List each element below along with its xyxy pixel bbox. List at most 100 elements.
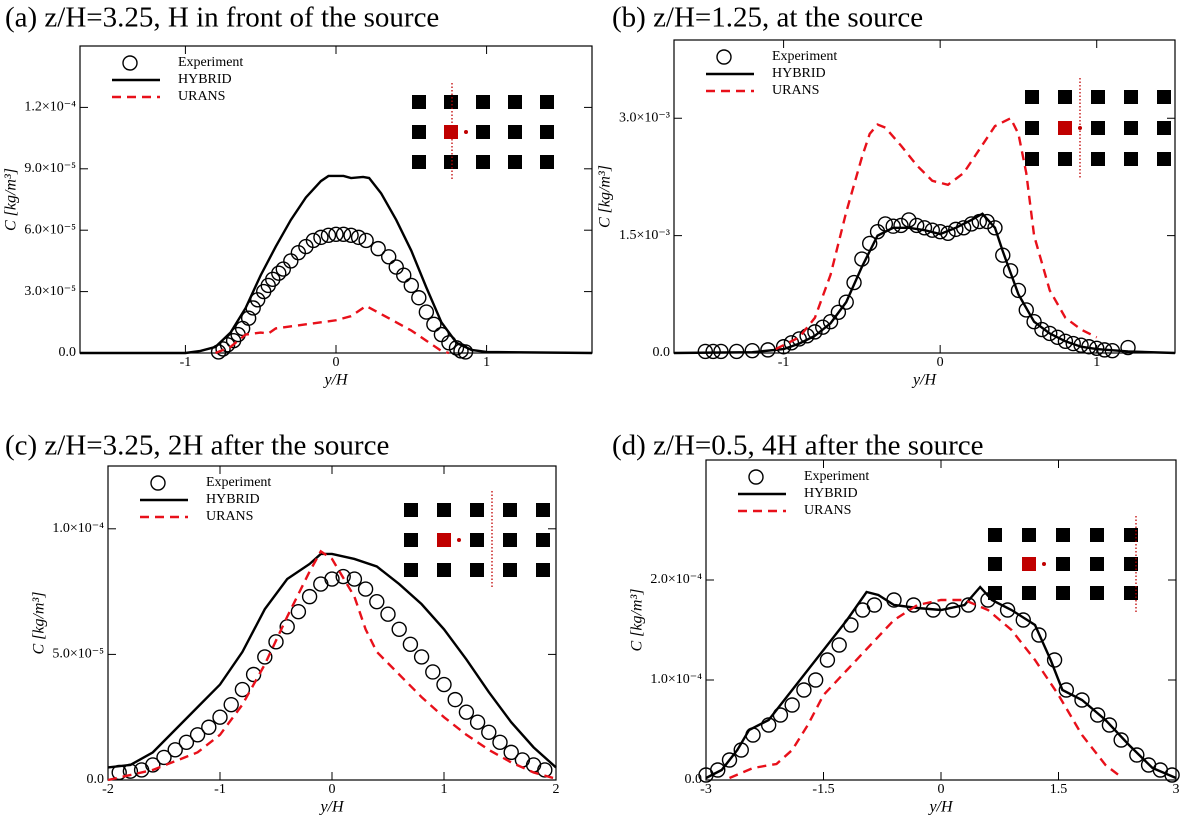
block xyxy=(1090,528,1104,542)
data-point xyxy=(418,304,435,320)
y-axis-label: C [kg/m³] xyxy=(31,591,48,654)
legend-marker xyxy=(748,469,764,485)
data-point xyxy=(156,749,172,766)
block xyxy=(503,563,517,577)
y-tick-label: 9.0×10⁻⁵ xyxy=(24,161,76,176)
block xyxy=(1025,90,1039,104)
block xyxy=(988,557,1002,571)
data-point xyxy=(815,319,831,335)
legend-marker xyxy=(716,49,732,65)
data-point xyxy=(457,344,474,360)
data-point xyxy=(1101,717,1118,733)
block xyxy=(1124,586,1138,600)
block xyxy=(412,125,426,139)
data-point xyxy=(1034,321,1050,338)
data-point xyxy=(234,681,251,698)
block xyxy=(470,533,484,547)
x-axis-label: y/H xyxy=(911,372,938,389)
x-tick-label: 2 xyxy=(553,782,560,797)
legend-label: HYBRID xyxy=(804,486,858,501)
data-point xyxy=(388,259,404,275)
block xyxy=(476,95,490,109)
x-tick-label: 1.5 xyxy=(1050,782,1068,797)
block xyxy=(1124,557,1138,571)
block xyxy=(1091,90,1105,104)
y-tick-label: 2.0×10⁻⁴ xyxy=(650,572,702,587)
panel: (a) z/H=3.25, H in front of the source -1… xyxy=(3,2,593,389)
y-tick-label: 1.0×10⁻⁴ xyxy=(52,521,104,536)
block xyxy=(1025,152,1039,166)
block xyxy=(412,155,426,169)
data-point xyxy=(283,253,299,269)
x-tick-label: 0 xyxy=(938,782,945,797)
data-point xyxy=(201,719,217,735)
data-point xyxy=(1089,707,1106,723)
data-point xyxy=(999,602,1016,618)
data-point xyxy=(469,714,486,730)
data-point xyxy=(425,664,441,680)
data-point xyxy=(320,227,337,244)
data-point xyxy=(411,290,427,306)
block xyxy=(1025,121,1039,135)
data-point xyxy=(343,227,359,244)
data-point xyxy=(1058,682,1075,698)
series-line xyxy=(673,212,1176,355)
data-point xyxy=(350,229,367,246)
block xyxy=(437,563,451,577)
data-point xyxy=(212,709,228,725)
block xyxy=(1124,152,1138,166)
x-tick-label: 1 xyxy=(441,782,448,797)
data-point xyxy=(324,571,340,587)
x-tick-label: -1 xyxy=(778,355,790,370)
data-point xyxy=(240,310,257,326)
data-point xyxy=(866,597,883,613)
data-point xyxy=(265,271,281,288)
data-point xyxy=(1018,302,1034,318)
block xyxy=(508,125,522,139)
data-point xyxy=(1057,333,1074,349)
data-point xyxy=(1031,627,1047,643)
data-point xyxy=(271,265,287,281)
block xyxy=(1058,90,1072,104)
panel-title: (b) z/H=1.25, at the source xyxy=(612,2,923,34)
block xyxy=(1157,90,1171,104)
panel-title: (a) z/H=3.25, H in front of the source xyxy=(5,2,439,34)
block xyxy=(1157,121,1171,135)
block xyxy=(444,95,458,109)
block xyxy=(476,155,490,169)
data-point xyxy=(838,294,854,310)
data-point xyxy=(1015,612,1031,628)
panel: (b) z/H=1.25, at the source -1 0 1 0.0 1.5×10… xyxy=(597,2,1176,389)
data-point xyxy=(980,592,996,608)
data-point xyxy=(167,742,183,758)
data-point xyxy=(381,249,397,265)
block xyxy=(1056,528,1070,542)
data-point xyxy=(313,229,329,246)
plot-frame xyxy=(79,45,593,354)
block xyxy=(503,503,517,517)
data-point xyxy=(885,218,901,234)
data-point xyxy=(245,666,262,683)
data-point xyxy=(822,314,839,330)
legend-label: Experiment xyxy=(178,55,243,70)
y-axis-label: C [kg/m³] xyxy=(3,168,20,231)
data-point xyxy=(1129,747,1145,763)
plot-frame xyxy=(705,459,1177,781)
series-line xyxy=(775,116,1098,351)
data-point xyxy=(223,696,239,713)
x-tick-label: -2 xyxy=(102,782,114,797)
data-point xyxy=(215,341,231,357)
legend-label: Experiment xyxy=(772,49,837,64)
data-point xyxy=(268,634,284,650)
data-point xyxy=(492,734,508,751)
block xyxy=(404,503,418,517)
block xyxy=(1091,152,1105,166)
data-point xyxy=(1026,314,1042,330)
data-point xyxy=(1120,339,1136,356)
x-tick-label: 0 xyxy=(937,355,944,370)
data-point xyxy=(807,324,823,340)
source-dot xyxy=(1042,562,1046,566)
block xyxy=(1056,557,1070,571)
data-point xyxy=(481,724,497,740)
data-point xyxy=(1164,767,1180,783)
